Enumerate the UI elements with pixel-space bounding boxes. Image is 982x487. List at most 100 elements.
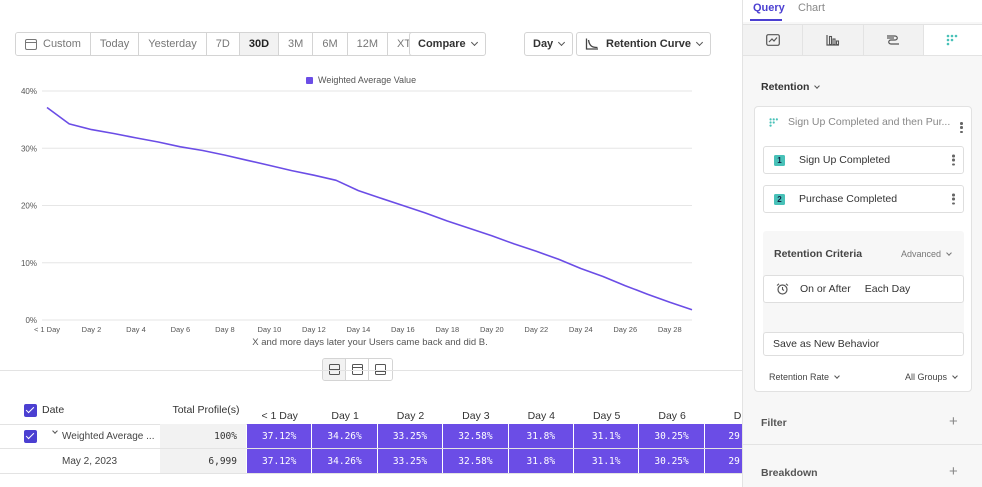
report-type-dropdown[interactable]: Retention	[761, 81, 821, 93]
split-view-icon	[328, 364, 340, 375]
chart-legend: Weighted Average Value	[306, 75, 416, 85]
legend-label: Weighted Average Value	[318, 75, 417, 85]
chart-view-icon	[351, 364, 363, 375]
criteria-mode-label: On or After	[800, 283, 851, 295]
divider	[0, 473, 742, 474]
insights-type-button[interactable]	[743, 25, 804, 55]
table-view-button[interactable]	[369, 359, 392, 380]
day-column-header[interactable]: Day 1	[331, 410, 359, 422]
split-view-button[interactable]	[323, 359, 346, 380]
report-type-bar	[743, 24, 982, 56]
step-more-icon[interactable]	[952, 154, 955, 166]
day-column-header[interactable]: D	[733, 410, 742, 422]
retention-grid-icon	[769, 117, 778, 127]
interval-dropdown[interactable]: Day	[524, 32, 574, 56]
range-today-button[interactable]: Today	[90, 33, 140, 55]
retention-type-button[interactable]	[923, 25, 982, 55]
total-cell-bg	[160, 449, 246, 473]
chevron-down-icon	[834, 372, 840, 379]
advanced-dropdown[interactable]: Advanced	[900, 249, 952, 259]
date-column-header[interactable]: Date	[42, 404, 65, 416]
y-tick-label: 30%	[21, 144, 37, 153]
row-checkbox[interactable]	[24, 430, 37, 443]
tab-chart[interactable]: Chart	[798, 2, 825, 14]
retention-rate-label: Retention Rate	[769, 372, 830, 382]
retention-cell[interactable]: 37.12%	[247, 424, 313, 448]
retention-cell[interactable]: 31.8%	[508, 449, 574, 473]
select-all-checkbox[interactable]	[24, 404, 37, 417]
range-12m-button[interactable]: 12M	[347, 33, 389, 55]
x-tick-label: Day 20	[480, 325, 504, 334]
total-column-header[interactable]: Total Profile(s)	[172, 404, 240, 416]
chart-x-axis-label: X and more days later your Users came ba…	[252, 337, 488, 348]
x-tick-label: Day 14	[346, 325, 370, 334]
day-column-header[interactable]: Day 3	[462, 410, 490, 422]
divider	[0, 370, 742, 371]
chart-view-button[interactable]	[346, 359, 369, 380]
range-custom-button[interactable]: Custom	[16, 33, 91, 55]
retention-cell[interactable]: 32.58%	[443, 449, 509, 473]
breakdown-section-title: Breakdown	[761, 467, 818, 479]
behavior-more-icon[interactable]	[960, 122, 963, 133]
day-column-header[interactable]: Day 4	[527, 410, 555, 422]
retention-cell[interactable]: 32.58%	[443, 424, 509, 448]
chevron-down-icon[interactable]	[52, 428, 58, 434]
range-6m-button[interactable]: 6M	[313, 33, 348, 55]
x-tick-label: < 1 Day	[34, 325, 60, 334]
range-yesterday-button[interactable]: Yesterday	[139, 33, 207, 55]
retention-cell[interactable]: 33.25%	[377, 449, 444, 473]
day-column-header[interactable]: Day 2	[396, 410, 425, 422]
groups-dropdown[interactable]: All Groups	[905, 372, 958, 382]
chart-type-dropdown[interactable]: Retention Curve	[576, 32, 711, 56]
retention-cell[interactable]: 30.25%	[639, 424, 705, 448]
retention-criteria-selector[interactable]: On or After Each Day	[763, 275, 964, 303]
chevron-down-icon	[814, 82, 821, 89]
total-cell-bg	[160, 424, 246, 448]
behavior-title[interactable]: Sign Up Completed and then Pur...	[769, 116, 950, 128]
advanced-label: Advanced	[900, 249, 941, 259]
day-column-header[interactable]: Day 6	[658, 410, 686, 422]
x-tick-label: Day 8	[215, 325, 235, 334]
add-breakdown-icon[interactable]: +	[949, 463, 958, 480]
tab-query[interactable]: Query	[753, 2, 785, 14]
interval-label: Day	[533, 38, 554, 50]
series-line	[46, 106, 693, 311]
retention-cell[interactable]: 31.1%	[574, 449, 640, 473]
table-header-row: Date Total Profile(s) < 1 Day Day 1 Day 2 D…	[0, 398, 742, 422]
save-as-new-behavior-button[interactable]: Save as New Behavior	[763, 332, 964, 356]
range-3m-button[interactable]: 3M	[279, 33, 314, 55]
retention-cell[interactable]: 31.8%	[508, 424, 574, 448]
chart-type-label: Retention Curve	[606, 38, 691, 50]
retention-grid-icon	[947, 34, 958, 46]
day-column-header[interactable]: < 1 Day	[261, 410, 298, 422]
step-more-icon[interactable]	[952, 193, 955, 205]
flows-type-button[interactable]	[863, 25, 924, 55]
day-column-header[interactable]: Day 5	[592, 410, 621, 422]
filter-section-title: Filter	[761, 417, 787, 429]
table-row[interactable]: May 2, 2023 6,999 37.12% 34.26% 33.25% 32.58%…	[0, 449, 742, 473]
retention-cell[interactable]: 29.	[704, 424, 742, 448]
retention-cell[interactable]: 29.	[704, 449, 742, 473]
retention-table: Date Total Profile(s) < 1 Day Day 1 Day 2 D…	[0, 396, 742, 487]
retention-cell[interactable]: 34.26%	[312, 424, 378, 448]
compare-dropdown[interactable]: Compare	[409, 32, 486, 56]
add-filter-icon[interactable]: +	[949, 413, 958, 430]
line-chart-icon	[765, 34, 780, 46]
table-row[interactable]: Weighted Average ... 100% 37.12% 34.26% 33.2…	[0, 424, 742, 448]
retention-cell[interactable]: 33.25%	[377, 424, 444, 448]
x-tick-label: Day 6	[171, 325, 191, 334]
retention-rate-dropdown[interactable]: Retention Rate	[769, 372, 840, 382]
row-label: Weighted Average ...	[62, 430, 155, 442]
range-7d-button[interactable]: 7D	[206, 33, 240, 55]
retention-cell[interactable]: 31.1%	[574, 424, 640, 448]
x-tick-label: Day 2	[82, 325, 102, 334]
retention-cell[interactable]: 37.12%	[247, 449, 313, 473]
funnels-type-button[interactable]	[803, 25, 864, 55]
step-1[interactable]: 1 Sign Up Completed	[763, 146, 964, 174]
retention-cell[interactable]: 30.25%	[639, 449, 705, 473]
step-2[interactable]: 2 Purchase Completed	[763, 185, 964, 213]
x-tick-label: Day 18	[435, 325, 459, 334]
range-30d-button[interactable]: 30D	[239, 33, 280, 55]
retention-cell[interactable]: 34.26%	[312, 449, 378, 473]
chevron-down-icon	[695, 38, 704, 47]
